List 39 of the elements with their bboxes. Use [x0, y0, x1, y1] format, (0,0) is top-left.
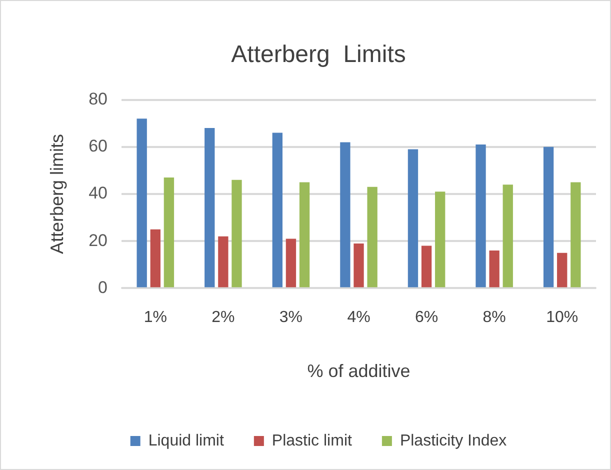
bar — [136, 118, 147, 288]
bar — [408, 149, 418, 288]
y-tick-label: 40 — [88, 184, 108, 203]
bar — [286, 238, 296, 288]
bar — [218, 236, 228, 288]
x-tick-label: 8% — [482, 309, 506, 326]
bar — [502, 184, 513, 288]
bar — [543, 146, 554, 288]
legend-label: Liquid limit — [148, 432, 224, 450]
legend-label: Plasticity Index — [400, 432, 507, 450]
bar — [435, 192, 446, 288]
y-tick-label: 0 — [98, 278, 108, 297]
chart-title: Atterberg Limits — [231, 41, 406, 68]
x-tick-label: 4% — [347, 309, 370, 326]
x-tick-label: 3% — [279, 309, 303, 326]
x-axis-title: % of additive — [307, 361, 410, 382]
x-tick-label: 10% — [546, 309, 578, 326]
x-tick-label: 1% — [144, 309, 167, 326]
bar — [340, 142, 350, 288]
bar — [557, 252, 568, 288]
bar — [150, 229, 160, 288]
y-tick-label: 20 — [88, 230, 108, 250]
y-tick-label: 60 — [88, 136, 108, 156]
x-tick-label: 6% — [414, 309, 438, 326]
bar — [204, 128, 215, 288]
bar — [164, 178, 174, 288]
bar — [299, 182, 310, 288]
bar — [354, 243, 364, 288]
bar — [367, 186, 378, 288]
bar — [232, 180, 242, 288]
bar — [489, 250, 500, 288]
bar — [272, 132, 282, 288]
y-tick-label: 80 — [88, 89, 108, 108]
bar — [421, 246, 432, 288]
bar — [476, 144, 486, 288]
bar — [570, 182, 581, 288]
legend-label: Plastic limit — [272, 432, 352, 450]
x-tick-label: 2% — [212, 309, 235, 326]
y-axis-title: Atterberg limits — [46, 134, 67, 254]
